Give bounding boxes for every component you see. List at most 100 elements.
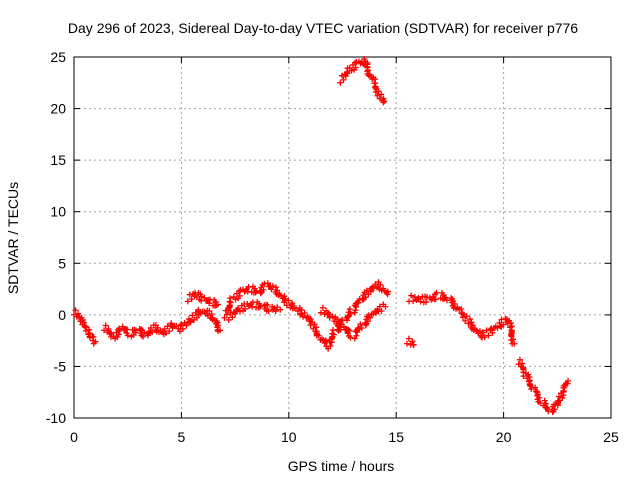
data-point-marker [348,67,355,74]
data-point-marker [466,316,473,323]
data-point-marker [242,305,249,312]
data-point-marker [124,326,131,333]
data-point-marker [177,322,184,329]
data-point-marker [164,323,171,330]
data-point-marker [318,309,325,316]
data-point-marker [357,321,364,328]
data-point-marker [249,303,256,310]
data-point-marker [283,302,290,309]
data-point-marker [551,406,558,413]
data-point-marker [236,292,243,299]
data-point-marker [423,299,430,306]
data-point-marker [141,329,148,336]
data-point-marker [468,319,475,326]
data-point-marker [105,325,112,332]
data-point-marker [83,324,90,331]
plot-frame [73,56,612,419]
data-point-marker [382,303,389,310]
data-point-marker [229,314,236,321]
y-tick-label: 25 [50,49,66,65]
data-point-marker [372,88,379,95]
data-point-marker [225,316,232,323]
x-tick-label: 25 [603,429,619,445]
data-point-marker [451,300,458,307]
data-point-marker [184,298,191,305]
data-point-marker [367,288,374,295]
data-point-marker [294,308,301,315]
data-point-marker [227,299,234,306]
data-point-marker [264,301,271,308]
data-point-marker [433,289,440,296]
data-point-marker [500,321,507,328]
data-point-marker [281,299,288,306]
data-point-marker [102,322,109,329]
data-point-marker [408,292,415,299]
y-axis-label: SDTVAR / TECUs [5,182,21,294]
data-point-marker [432,296,439,303]
data-point-marker [417,298,424,305]
data-point-marker [232,296,239,303]
data-point-marker [362,294,369,301]
data-point-marker [376,303,383,310]
data-point-marker [510,336,517,343]
data-point-marker [208,310,215,317]
data-point-marker [364,67,371,74]
data-point-marker [345,326,352,333]
y-tick-label: -10 [46,410,66,426]
data-point-marker [544,405,551,412]
data-point-marker [560,389,567,396]
data-point-marker [217,327,224,334]
data-point-marker [257,290,264,297]
data-point-marker [507,319,514,326]
data-point-marker [330,331,337,338]
data-point-marker [527,383,534,390]
data-point-marker [306,318,313,325]
data-point-marker [516,356,523,363]
series-arc-5 [225,298,284,323]
data-point-marker [511,340,518,347]
data-point-marker [81,319,88,326]
data-point-marker [378,307,385,314]
data-point-marker [329,313,336,320]
data-point-marker [409,338,416,345]
data-point-marker [285,297,292,304]
grid-lines [74,57,611,418]
data-point-marker [189,312,196,319]
data-point-marker [443,297,450,304]
data-point-marker [344,70,351,77]
data-point-marker [183,322,190,329]
y-tick-label: 5 [58,255,66,271]
data-point-marker [214,322,221,329]
series-arc-1 [71,307,99,347]
data-point-marker [355,299,362,306]
x-tick-label: 0 [70,429,78,445]
data-point-marker [206,300,213,307]
series-arc-3 [184,289,221,309]
data-point-marker [481,334,488,341]
data-point-marker [282,295,289,302]
data-point-marker [272,308,279,315]
data-point-marker [347,334,354,341]
series-arc-6 [318,301,389,342]
data-point-marker [347,310,354,317]
data-point-marker [378,91,385,98]
data-point-marker [545,408,552,415]
y-tick-label: 0 [58,307,66,323]
series-arc-10 [515,356,572,415]
data-point-marker [257,302,264,309]
data-point-marker [358,324,365,331]
data-point-marker [327,343,334,350]
data-point-marker [565,377,572,384]
data-point-marker [221,314,228,321]
data-point-marker [352,64,359,71]
axis-ticks: 0 5 10 15 20 25 -10 -5 0 5 10 15 20 25 [46,49,619,445]
data-point-marker [75,310,82,317]
series-arc-7 [337,55,388,106]
data-point-marker [188,296,195,303]
series-arc-9 [406,289,518,347]
data-point-marker [195,306,202,313]
x-tick-label: 5 [178,429,186,445]
y-tick-label: 15 [50,152,66,168]
data-point-marker [377,281,384,288]
